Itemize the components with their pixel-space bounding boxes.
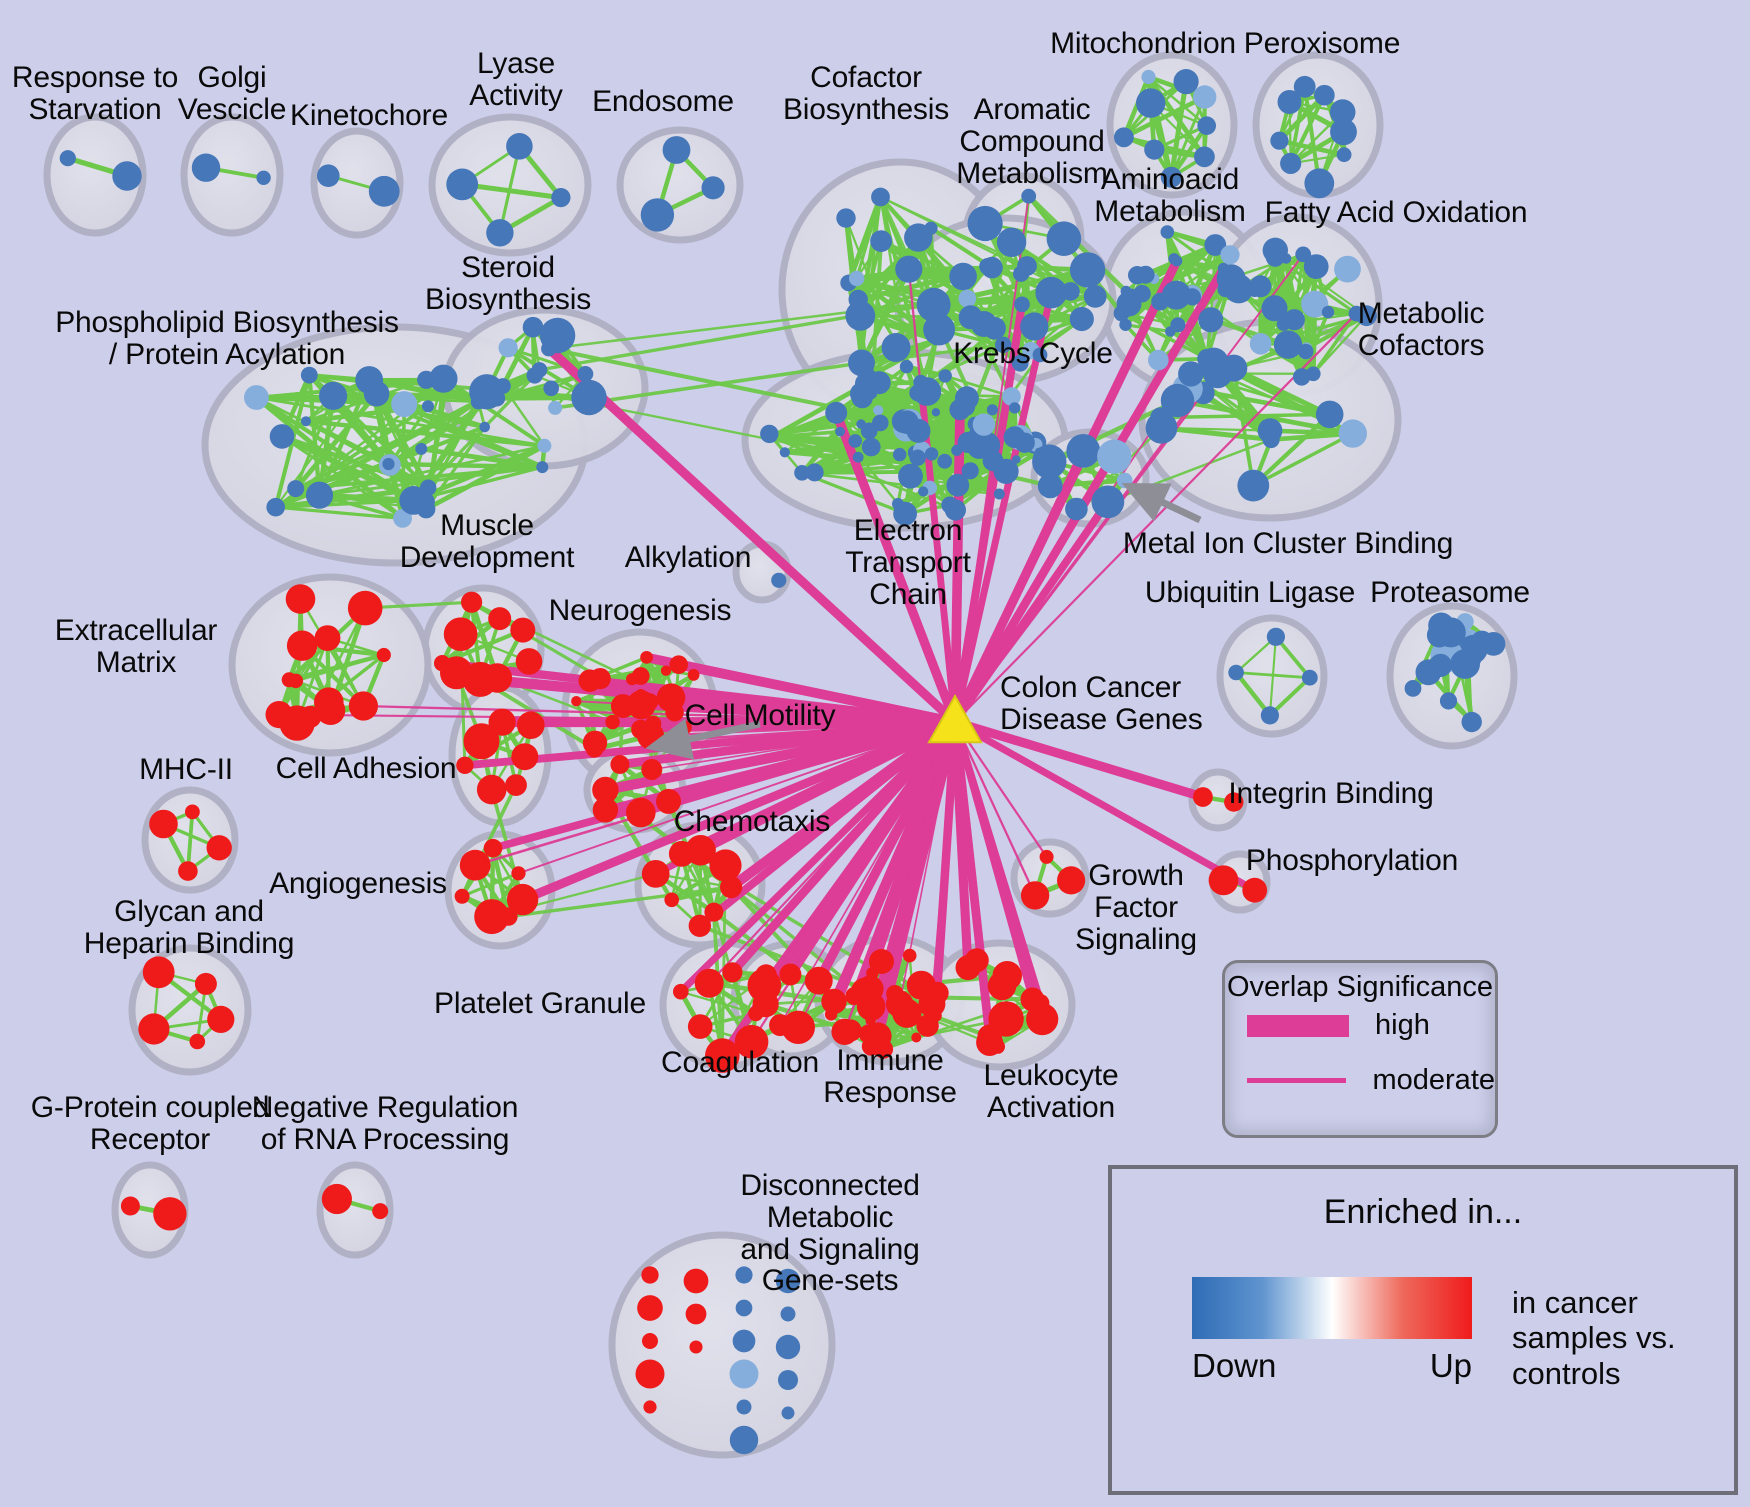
high-significance-swatch (1247, 1014, 1349, 1037)
colorbar-down-label: Down (1192, 1347, 1277, 1384)
hub-node-colon-cancer-disease-genes[interactable] (927, 693, 983, 744)
moderate-significance-label: moderate (1372, 1064, 1495, 1097)
enrichment-colorscale-legend: Enriched in... Down Up in cancer samples… (1108, 1165, 1738, 1495)
enrichment-colorbar (1192, 1277, 1472, 1339)
moderate-significance-swatch (1247, 1078, 1347, 1084)
gene-set-nodes (59, 69, 1506, 1455)
colorbar-up-label: Up (1429, 1347, 1472, 1384)
overlap-legend-high-row: high (1225, 1009, 1495, 1042)
overlap-significance-legend: Overlap Significance high moderate (1222, 960, 1498, 1138)
overlap-legend-moderate-row: moderate (1225, 1064, 1495, 1097)
enrichment-colorbar-ticks: Down Up (1192, 1347, 1472, 1385)
hub-node-group[interactable] (927, 693, 983, 744)
enrichment-context-label: in cancer samples vs. controls (1512, 1285, 1676, 1391)
overlap-legend-title: Overlap Significance (1227, 971, 1493, 1003)
disease-gene-edges (278, 195, 1358, 1060)
enrichment-colorbar-wrap: Down Up (1192, 1277, 1472, 1385)
enrichment-legend-title: Enriched in... (1323, 1193, 1523, 1231)
pointer-arrows (645, 482, 1202, 760)
high-significance-label: high (1375, 1009, 1430, 1042)
